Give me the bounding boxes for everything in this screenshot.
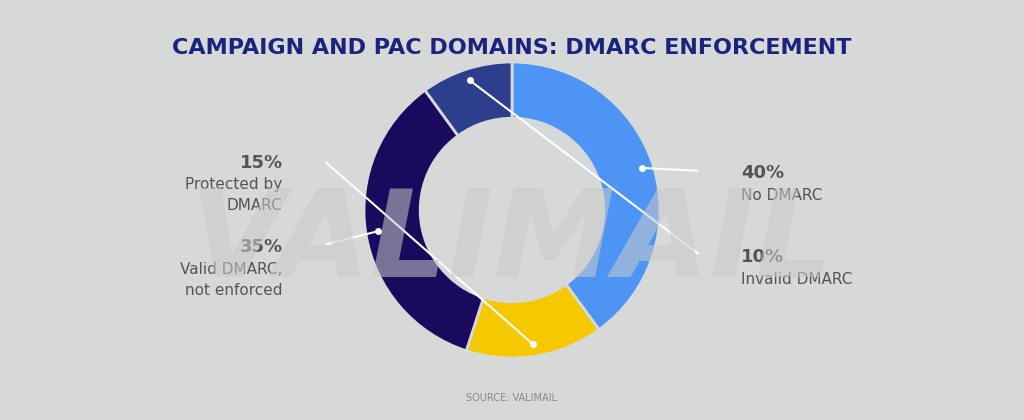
Text: Protected by
DMARC: Protected by DMARC [185, 177, 283, 213]
Wedge shape [425, 62, 512, 136]
Wedge shape [466, 284, 599, 358]
Text: 15%: 15% [240, 154, 283, 172]
Text: 10%: 10% [741, 248, 784, 266]
Text: 35%: 35% [240, 238, 283, 256]
Text: SOURCE: VALIMAIL: SOURCE: VALIMAIL [467, 393, 557, 403]
Text: No DMARC: No DMARC [741, 188, 823, 202]
Wedge shape [512, 62, 660, 330]
Wedge shape [364, 90, 483, 351]
Text: Valid DMARC,
not enforced: Valid DMARC, not enforced [180, 262, 283, 298]
Text: CAMPAIGN AND PAC DOMAINS: DMARC ENFORCEMENT: CAMPAIGN AND PAC DOMAINS: DMARC ENFORCEM… [172, 38, 852, 58]
Text: VALIMAIL: VALIMAIL [190, 185, 834, 302]
Text: 40%: 40% [741, 164, 784, 182]
Text: Invalid DMARC: Invalid DMARC [741, 272, 853, 287]
